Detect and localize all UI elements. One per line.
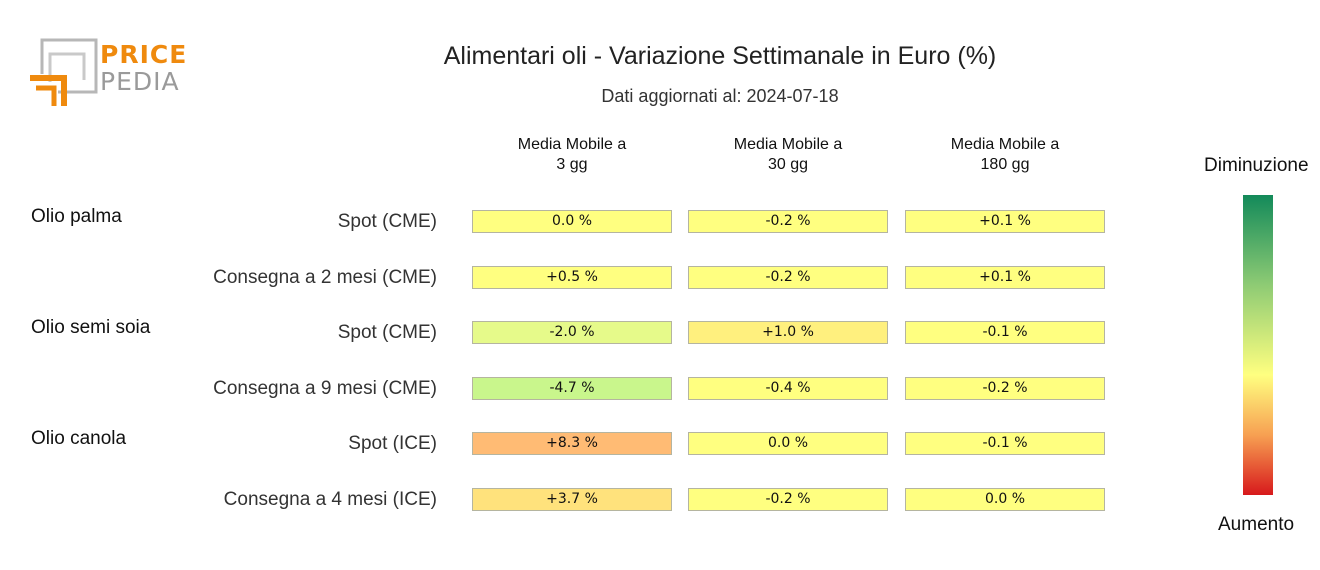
heatmap-cell: +8.3 % xyxy=(472,432,672,455)
heatmap-cell: 0.0 % xyxy=(472,210,672,233)
pricepedia-logo: PRICE PEDIA xyxy=(28,36,188,110)
row-label: Consegna a 2 mesi (CME) xyxy=(213,266,437,288)
heatmap-cell: -0.2 % xyxy=(688,265,888,289)
heatmap-cell: +0.5 % xyxy=(472,265,672,289)
logo-word-pedia: PEDIA xyxy=(100,67,180,96)
row-label: Consegna a 9 mesi (CME) xyxy=(213,377,437,399)
heatmap-cell: +0.1 % xyxy=(905,210,1105,233)
heatmap-cell: -0.1 % xyxy=(905,432,1105,455)
heatmap-cell: -0.2 % xyxy=(688,487,888,511)
heatmap-cell: 0.0 % xyxy=(688,432,888,455)
group-label: Olio canola xyxy=(31,428,127,449)
heatmap-cell: -2.0 % xyxy=(472,321,672,344)
heatmap-cell: -4.7 % xyxy=(472,376,672,400)
heatmap-cell: -0.2 % xyxy=(905,376,1105,400)
row-label: Consegna a 4 mesi (ICE) xyxy=(223,488,437,510)
group-label: Olio palma xyxy=(31,206,122,227)
legend-color-scale xyxy=(1243,195,1273,495)
heatmap-cell: -0.1 % xyxy=(905,321,1105,344)
heatmap-cell: 0.0 % xyxy=(905,487,1105,511)
column-header: Media Mobile a 180 gg xyxy=(950,136,1060,173)
heatmap-cell: +1.0 % xyxy=(688,321,888,344)
legend-top-label: Diminuzione xyxy=(1204,155,1309,176)
chart-title: Alimentari oli - Variazione Settimanale … xyxy=(443,42,997,70)
logo-word-price: PRICE xyxy=(100,40,188,69)
heatmap-cell: +3.7 % xyxy=(472,487,672,511)
heatmap-cell: +0.1 % xyxy=(905,265,1105,289)
chart-subtitle: Dati aggiornati al: 2024-07-18 xyxy=(601,86,839,106)
logo-mark xyxy=(30,38,98,106)
column-header: Media Mobile a 30 gg xyxy=(733,136,843,173)
heatmap-cell: -0.2 % xyxy=(688,210,888,233)
row-label: Spot (CME) xyxy=(337,211,437,232)
legend-bottom-label: Aumento xyxy=(1218,514,1295,535)
row-label: Spot (ICE) xyxy=(348,433,437,454)
group-label: Olio semi soia xyxy=(31,317,151,338)
row-label: Spot (CME) xyxy=(337,322,437,343)
heatmap-cell: -0.4 % xyxy=(688,376,888,400)
